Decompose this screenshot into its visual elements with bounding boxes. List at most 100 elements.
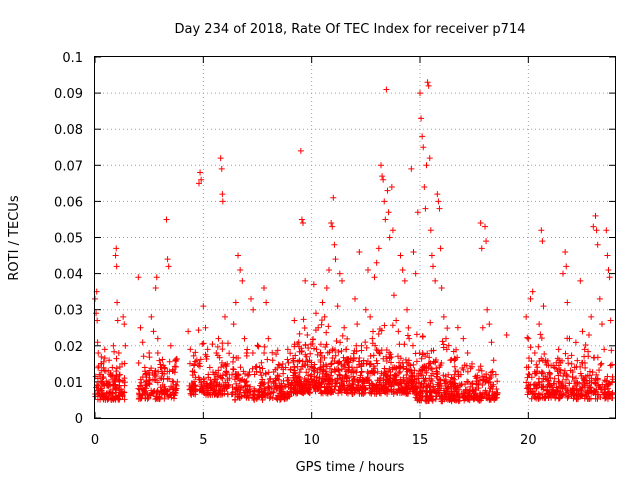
data-point	[597, 361, 604, 368]
data-point	[478, 367, 485, 374]
data-point	[293, 388, 300, 395]
data-point	[196, 363, 203, 370]
data-point	[232, 388, 239, 395]
data-point	[315, 324, 322, 331]
data-point	[358, 342, 365, 349]
data-point	[465, 392, 472, 399]
data-point	[487, 385, 494, 392]
data-point	[336, 270, 343, 277]
data-point	[152, 367, 159, 374]
data-point	[94, 317, 101, 324]
data-point	[432, 393, 439, 400]
data-point	[242, 370, 249, 377]
data-point	[434, 370, 441, 377]
data-point	[238, 377, 245, 384]
data-point	[535, 343, 542, 350]
data-point	[477, 363, 484, 370]
data-point	[566, 380, 573, 387]
data-point	[486, 395, 493, 402]
data-point	[367, 353, 374, 360]
data-point	[600, 391, 607, 398]
data-point	[329, 355, 336, 362]
data-point	[408, 165, 415, 172]
data-point	[542, 357, 549, 364]
data-point	[215, 383, 222, 390]
data-point	[569, 390, 576, 397]
data-point	[223, 369, 230, 376]
data-point	[596, 295, 603, 302]
data-point	[135, 390, 142, 397]
data-point	[93, 310, 100, 317]
data-point	[121, 321, 128, 328]
data-point	[342, 357, 349, 364]
data-point	[222, 379, 229, 386]
data-point	[323, 285, 330, 292]
data-point	[592, 212, 599, 219]
data-point	[461, 393, 468, 400]
data-point	[323, 371, 330, 378]
data-point	[392, 376, 399, 383]
data-point	[440, 313, 447, 320]
data-point	[327, 389, 334, 396]
data-point	[384, 390, 391, 397]
data-point	[105, 389, 111, 396]
data-point	[200, 340, 207, 347]
data-point	[536, 321, 543, 328]
data-point	[153, 377, 160, 384]
data-point	[191, 361, 198, 368]
data-point	[331, 383, 338, 390]
data-point	[338, 347, 345, 354]
data-point	[526, 355, 532, 362]
data-point	[310, 367, 317, 374]
data-point	[542, 393, 549, 400]
data-point	[554, 387, 561, 394]
axis-ticks: 0 0.01 0.02 0.03 0.04 0.05 0.06 0.07 0.08 0.09 0.1…	[54, 51, 615, 448]
data-point	[454, 324, 461, 331]
data-point	[404, 332, 411, 339]
data-point	[494, 378, 501, 385]
data-point	[538, 227, 545, 234]
data-point	[323, 329, 330, 336]
data-point	[164, 256, 171, 263]
data-point	[154, 350, 161, 357]
data-point	[562, 350, 569, 357]
data-point	[605, 381, 612, 388]
data-point	[188, 386, 195, 393]
data-point	[106, 357, 113, 364]
data-point	[295, 373, 302, 380]
data-point	[424, 79, 431, 86]
data-point	[143, 378, 150, 385]
data-point	[551, 375, 558, 382]
data-point	[399, 266, 406, 273]
data-point	[114, 299, 121, 306]
data-point	[493, 386, 500, 393]
data-point	[598, 360, 605, 367]
data-point	[420, 144, 427, 151]
data-point	[185, 328, 192, 335]
data-point	[296, 330, 303, 337]
data-point	[562, 390, 569, 397]
data-point	[557, 359, 564, 366]
data-point	[456, 394, 463, 401]
data-point	[197, 356, 204, 363]
data-point	[362, 339, 369, 346]
data-point	[373, 346, 380, 353]
data-point	[154, 387, 161, 394]
data-point	[546, 369, 553, 376]
data-point	[219, 340, 226, 347]
data-point	[275, 361, 282, 368]
data-point	[488, 339, 495, 346]
data-point	[369, 369, 376, 376]
data-point	[332, 352, 339, 359]
data-point	[330, 194, 337, 201]
data-point	[268, 383, 275, 390]
data-point	[527, 381, 534, 388]
data-point	[219, 346, 226, 353]
data-point	[422, 388, 429, 395]
data-point	[354, 386, 361, 393]
data-point	[426, 394, 433, 401]
data-point	[209, 341, 216, 348]
data-point	[422, 377, 429, 384]
y-tick-label: 0.01	[54, 376, 83, 391]
data-point	[545, 391, 552, 398]
